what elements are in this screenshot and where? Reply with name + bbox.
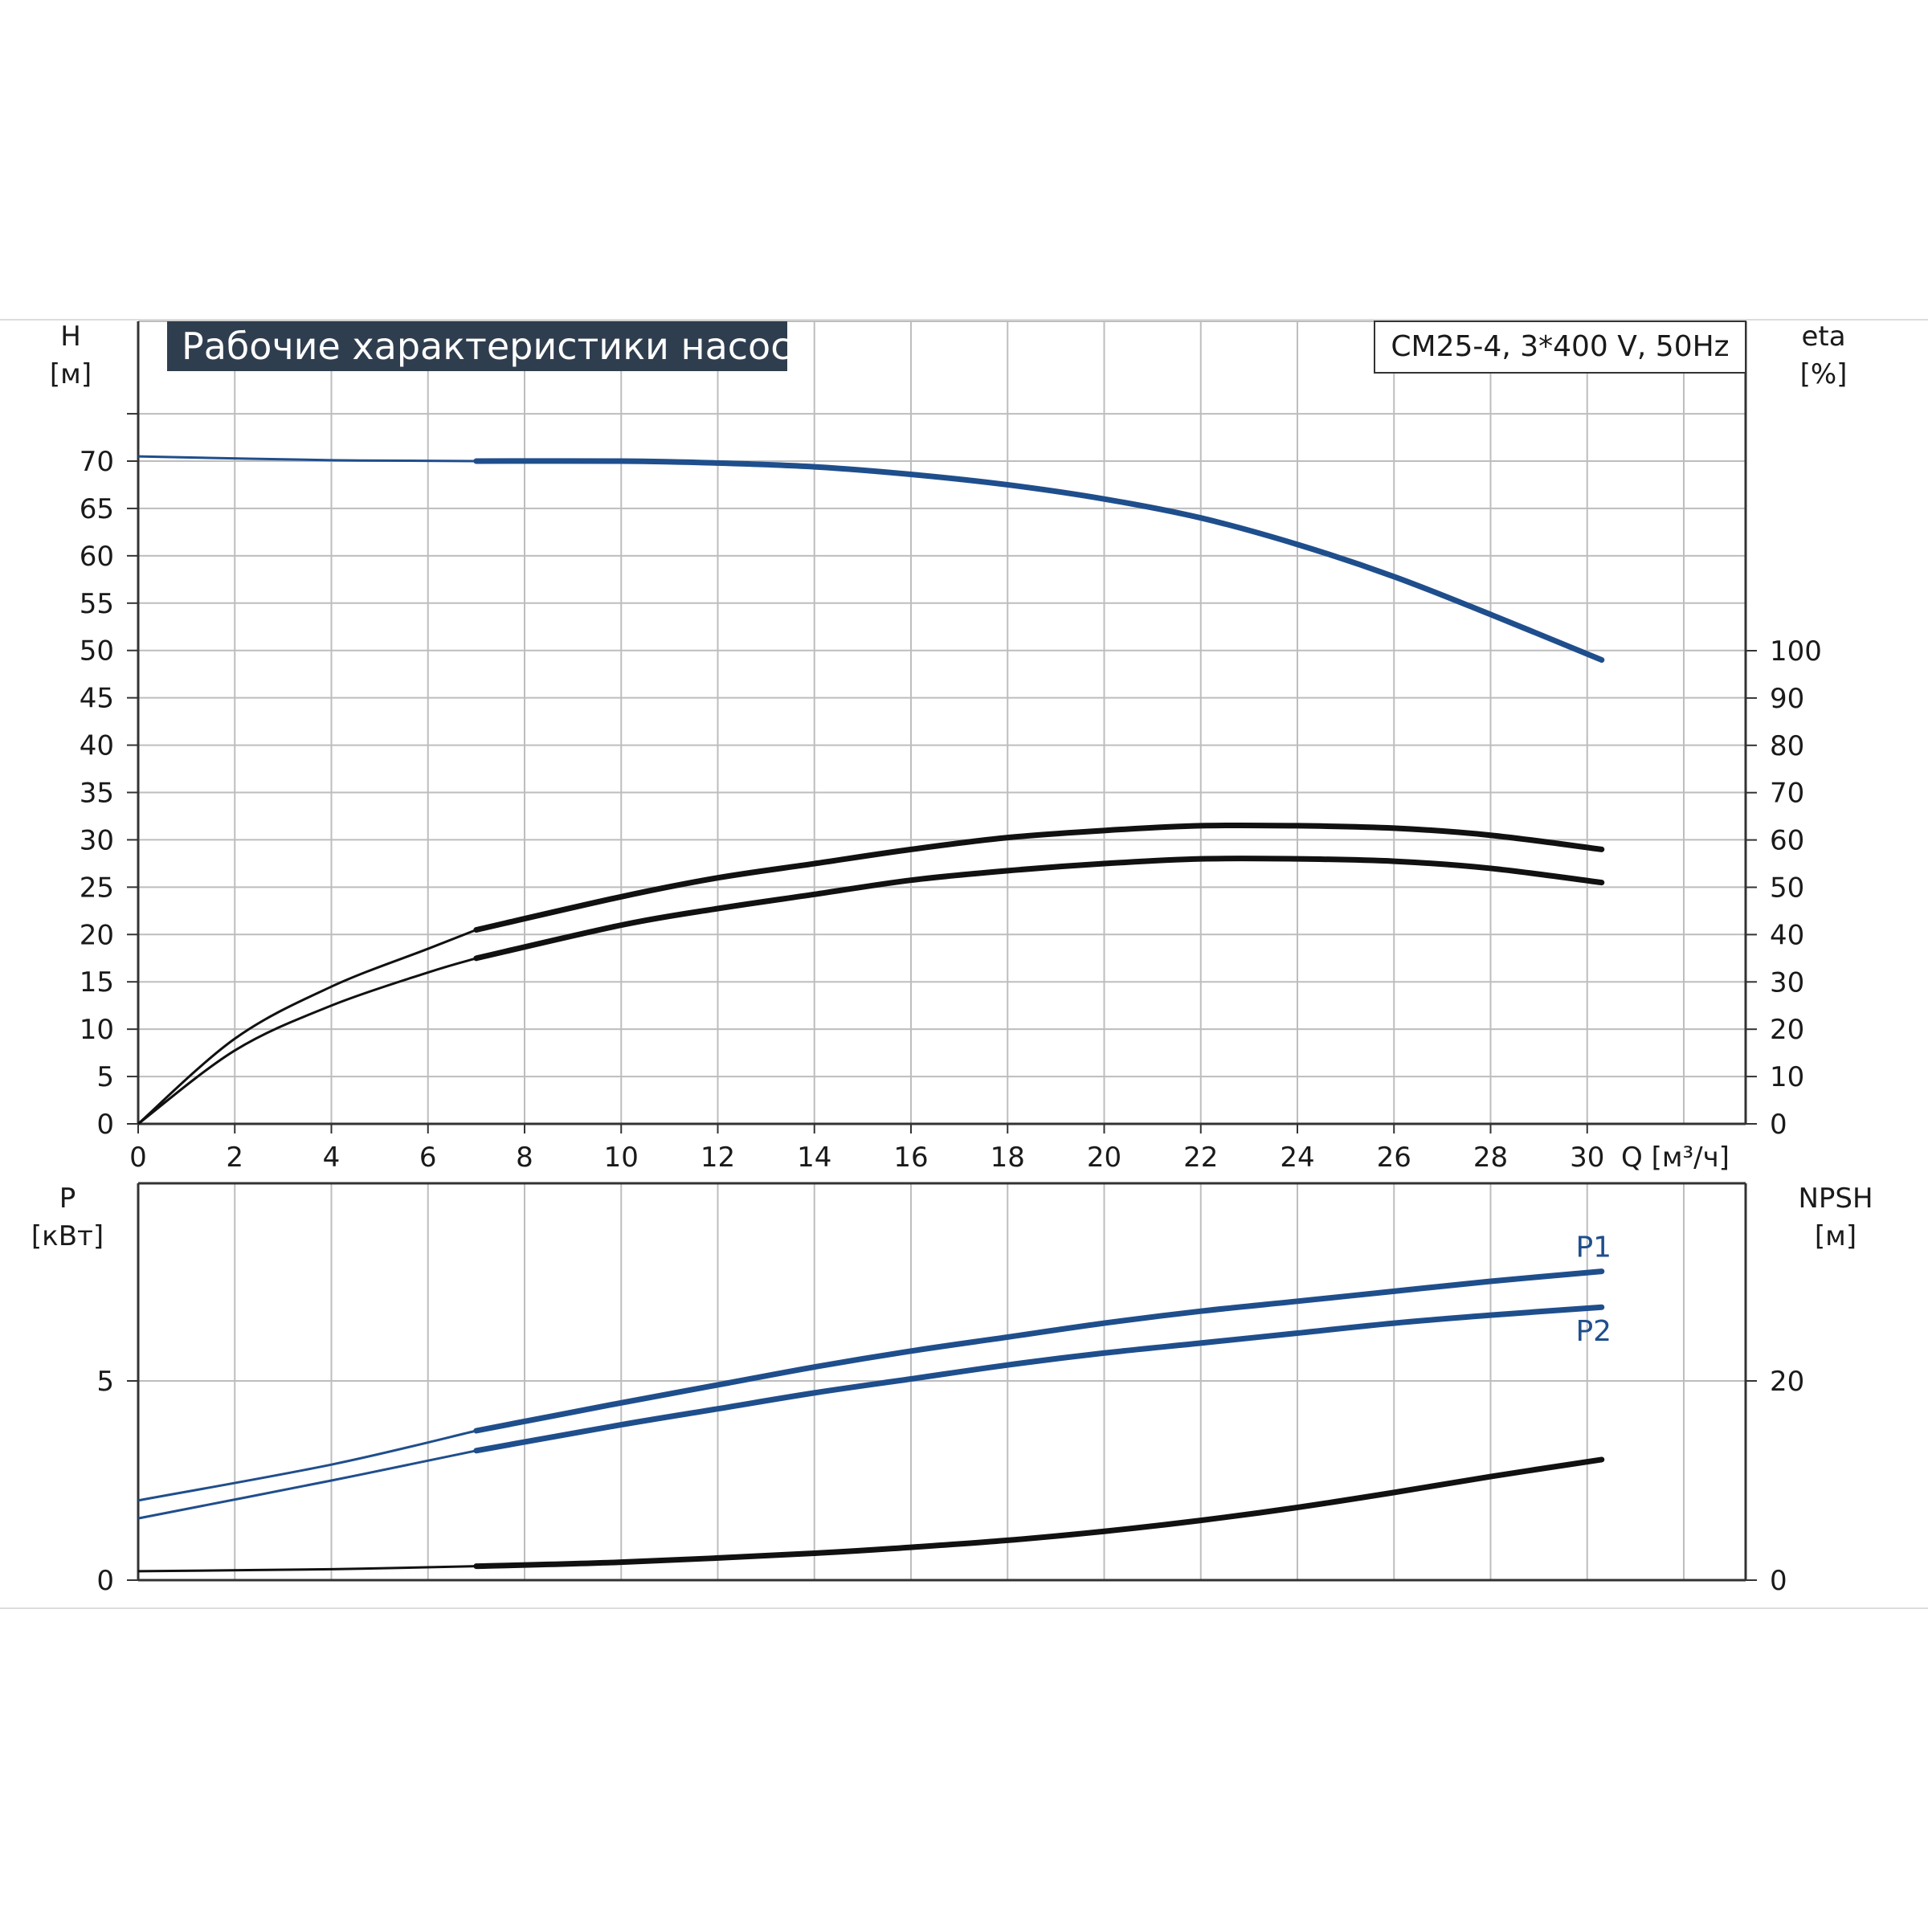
curve-eta-total-thin — [138, 958, 476, 1124]
curve-p1 — [476, 1272, 1602, 1431]
curve-p1-thin — [138, 1431, 476, 1501]
bottom-left-tick-label: 0 — [96, 1565, 114, 1597]
top-left-tick-label: 60 — [80, 541, 114, 573]
x-tick-label: 4 — [323, 1142, 341, 1174]
top-right-tick-label: 10 — [1770, 1061, 1804, 1093]
y-axis-title: H — [60, 321, 81, 353]
curve-p2-thin — [138, 1451, 476, 1518]
x-tick-label: 26 — [1377, 1142, 1411, 1174]
p-axis-title: P — [59, 1182, 76, 1215]
top-left-tick-label: 50 — [80, 635, 114, 668]
curve-eta-pump — [476, 825, 1602, 929]
top-right-tick-label: 70 — [1770, 778, 1804, 810]
top-left-tick-label: 15 — [80, 966, 114, 999]
x-tick-label: 6 — [419, 1142, 437, 1174]
x-tick-label: 30 — [1570, 1142, 1604, 1174]
bottom-right-tick-label: 0 — [1770, 1565, 1787, 1597]
curve-eta-total — [476, 859, 1602, 958]
y-axis-unit: [м] — [50, 358, 92, 390]
x-tick-label: 16 — [893, 1142, 928, 1174]
top-left-tick-label: 45 — [80, 683, 114, 715]
curve-npsh-thin — [138, 1566, 476, 1571]
curve-p2 — [476, 1307, 1602, 1451]
series-label-p2: P2 — [1575, 1315, 1611, 1348]
top-right-tick-label: 50 — [1770, 872, 1804, 905]
top-left-tick-label: 10 — [80, 1014, 114, 1046]
top-left-tick-label: 65 — [80, 493, 114, 525]
top-right-tick-label: 60 — [1770, 825, 1804, 857]
top-left-tick-label: 55 — [80, 588, 114, 620]
npsh-axis-title: NPSH — [1798, 1182, 1873, 1215]
top-right-tick-label: 0 — [1770, 1109, 1787, 1141]
top-right-tick-label: 90 — [1770, 683, 1804, 715]
series-label-p1: P1 — [1575, 1231, 1611, 1264]
top-right-tick-label: 30 — [1770, 966, 1804, 999]
top-left-tick-label: 25 — [80, 872, 114, 904]
top-right-tick-label: 20 — [1770, 1014, 1804, 1046]
top-right-tick-label: 100 — [1770, 635, 1822, 668]
top-left-tick-label: 40 — [80, 730, 114, 762]
top-left-tick-label: 5 — [96, 1061, 114, 1093]
x-axis-title: Q [м³/ч] — [1621, 1142, 1730, 1174]
x-tick-label: 24 — [1280, 1142, 1314, 1174]
y2-axis-unit: [%] — [1800, 358, 1848, 390]
top-left-tick-label: 20 — [80, 919, 114, 951]
x-tick-label: 18 — [991, 1142, 1025, 1174]
top-right-tick-label: 40 — [1770, 919, 1804, 951]
x-tick-label: 22 — [1183, 1142, 1218, 1174]
y2-axis-title: eta — [1801, 321, 1845, 353]
top-right-tick-label: 80 — [1770, 730, 1804, 762]
p-axis-unit: [кВт] — [31, 1220, 104, 1252]
top-left-tick-label: 0 — [96, 1109, 114, 1141]
curve-eta-pump-thin — [138, 930, 476, 1124]
x-tick-label: 20 — [1087, 1142, 1121, 1174]
x-tick-label: 10 — [604, 1142, 639, 1174]
x-tick-label: 14 — [797, 1142, 831, 1174]
top-left-tick-label: 35 — [80, 778, 114, 810]
x-tick-label: 12 — [701, 1142, 735, 1174]
x-tick-label: 2 — [226, 1142, 243, 1174]
x-tick-label: 28 — [1473, 1142, 1508, 1174]
curve-npsh — [476, 1460, 1602, 1566]
npsh-axis-unit: [м] — [1815, 1220, 1857, 1252]
bottom-left-tick-label: 5 — [96, 1366, 114, 1398]
top-left-tick-label: 70 — [80, 446, 114, 478]
x-tick-label: 8 — [516, 1142, 533, 1174]
bottom-right-tick-label: 20 — [1770, 1366, 1804, 1398]
chart-title: Рабочие характеристики насоса — [182, 325, 814, 368]
top-left-tick-label: 30 — [80, 824, 114, 856]
x-tick-label: 0 — [129, 1142, 147, 1174]
curve-h — [476, 461, 1602, 660]
model-label: CM25-4, 3*400 V, 50Hz — [1391, 330, 1729, 363]
